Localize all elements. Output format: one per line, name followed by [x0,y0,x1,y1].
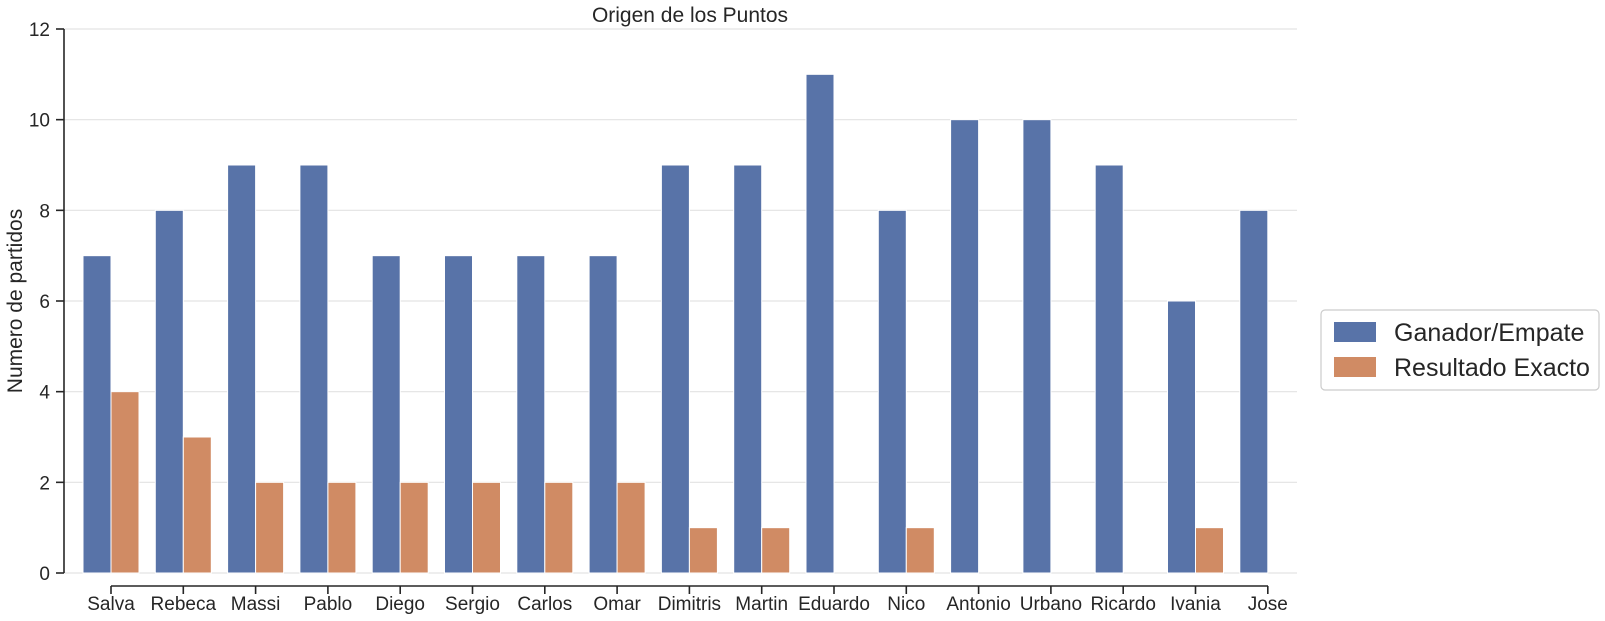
bar-ganador-empate-ricardo [1094,164,1124,574]
y-tick-label-5: 10 [29,111,50,132]
x-tick-label-jose: Jose [1248,594,1288,615]
bar-resultado-exacto-nico [905,527,935,574]
y-tick-label-2: 4 [39,383,50,404]
y-tick-label-3: 6 [39,292,50,313]
legend: Ganador/Empate Resultado Exacto [1320,309,1600,391]
x-tick-label-diego: Diego [375,594,425,615]
bar-ganador-empate-nico [877,209,907,574]
bars [82,73,1269,574]
legend-label-resultado-exacto: Resultado Exacto [1394,354,1590,382]
x-tick-label-urbano: Urbano [1020,594,1082,615]
x-tick-label-ricardo: Ricardo [1090,594,1155,615]
bar-ganador-empate-dimitris [660,164,690,574]
x-tick-label-omar: Omar [593,594,641,615]
bar-ganador-empate-ivania [1167,300,1196,574]
bar-ganador-empate-omar [588,255,618,574]
bar-ganador-empate-eduardo [805,73,835,574]
bar-resultado-exacto-sergio [472,481,501,574]
x-tick-label-eduardo: Eduardo [798,594,870,615]
y-tick-label-0: 0 [39,564,50,585]
legend-swatch-resultado-exacto [1334,357,1376,377]
x-tick-label-rebeca: Rebeca [151,594,217,615]
bar-resultado-exacto-ivania [1195,527,1224,574]
bar-resultado-exacto-salva [110,391,140,574]
bar-ganador-empate-rebeca [154,209,184,574]
y-ticks: 0 2 4 6 8 10 12 [29,20,64,585]
x-ticks: Salva Rebeca Massi Pablo Diego Sergio Carlos Om… [87,586,1288,615]
bar-ganador-empate-diego [371,255,401,574]
bar-ganador-empate-carlos [516,255,546,574]
bar-ganador-empate-massi [227,164,257,574]
bar-resultado-exacto-carlos [544,481,574,574]
x-tick-label-massi: Massi [231,594,281,615]
bar-resultado-exacto-dimitris [688,527,718,574]
y-tick-label-1: 2 [39,473,50,494]
legend-swatch-ganador-empate [1334,322,1376,342]
bar-ganador-empate-antonio [950,119,980,574]
x-tick-label-martin: Martin [735,594,788,615]
x-tick-label-antonio: Antonio [946,594,1010,615]
x-tick-label-dimitris: Dimitris [658,594,721,615]
legend-frame [1320,309,1600,391]
y-tick-label-6: 12 [29,20,50,41]
x-tick-label-sergio: Sergio [445,594,500,615]
bar-resultado-exacto-massi [255,481,285,574]
x-tick-label-salva: Salva [87,594,135,615]
bar-resultado-exacto-pablo [327,481,357,574]
bar-ganador-empate-jose [1239,209,1269,574]
bar-ganador-empate-urbano [1022,119,1052,574]
x-tick-label-carlos: Carlos [517,594,572,615]
bar-ganador-empate-sergio [444,255,473,574]
x-tick-label-nico: Nico [887,594,925,615]
bar-resultado-exacto-omar [616,481,646,574]
bar-ganador-empate-martin [733,164,763,574]
y-axis-title: Numero de partidos [4,209,27,393]
x-tick-label-ivania: Ivania [1170,594,1221,615]
bar-resultado-exacto-martin [761,527,791,574]
bar-ganador-empate-salva [82,255,112,574]
bar-ganador-empate-pablo [299,164,329,574]
legend-label-ganador-empate: Ganador/Empate [1394,319,1584,347]
bar-resultado-exacto-rebeca [182,436,212,574]
bar-resultado-exacto-diego [399,481,429,574]
y-tick-label-4: 8 [39,201,50,222]
x-tick-label-pablo: Pablo [304,594,353,615]
chart-title: Origen de los Puntos [592,4,788,27]
